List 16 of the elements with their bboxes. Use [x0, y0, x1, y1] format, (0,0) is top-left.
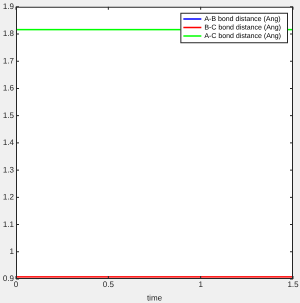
- y-tick-label: 1.2: [2, 192, 15, 202]
- y-tick-label: 1.6: [2, 84, 15, 93]
- x-tick-label: 1: [198, 280, 204, 290]
- x-tick-label: 1.5: [287, 280, 300, 290]
- y-tick-label: 1.5: [2, 110, 15, 120]
- y-tick-label: 1.8: [2, 29, 15, 38]
- x-tick-label: 0: [14, 280, 19, 290]
- y-tick-label: 1.9: [2, 2, 15, 12]
- x-tick-label: 0.5: [102, 280, 114, 290]
- y-tick-label: 1.4: [2, 138, 15, 148]
- y-tick-label: 1.1: [2, 220, 15, 229]
- y-tick-label: 1.7: [2, 56, 15, 66]
- y-tick-label: 0.9: [2, 274, 15, 284]
- y-tick-label: 1.3: [2, 165, 15, 174]
- x-axis-title: time: [146, 293, 163, 302]
- y-tick-label: 1: [10, 246, 15, 256]
